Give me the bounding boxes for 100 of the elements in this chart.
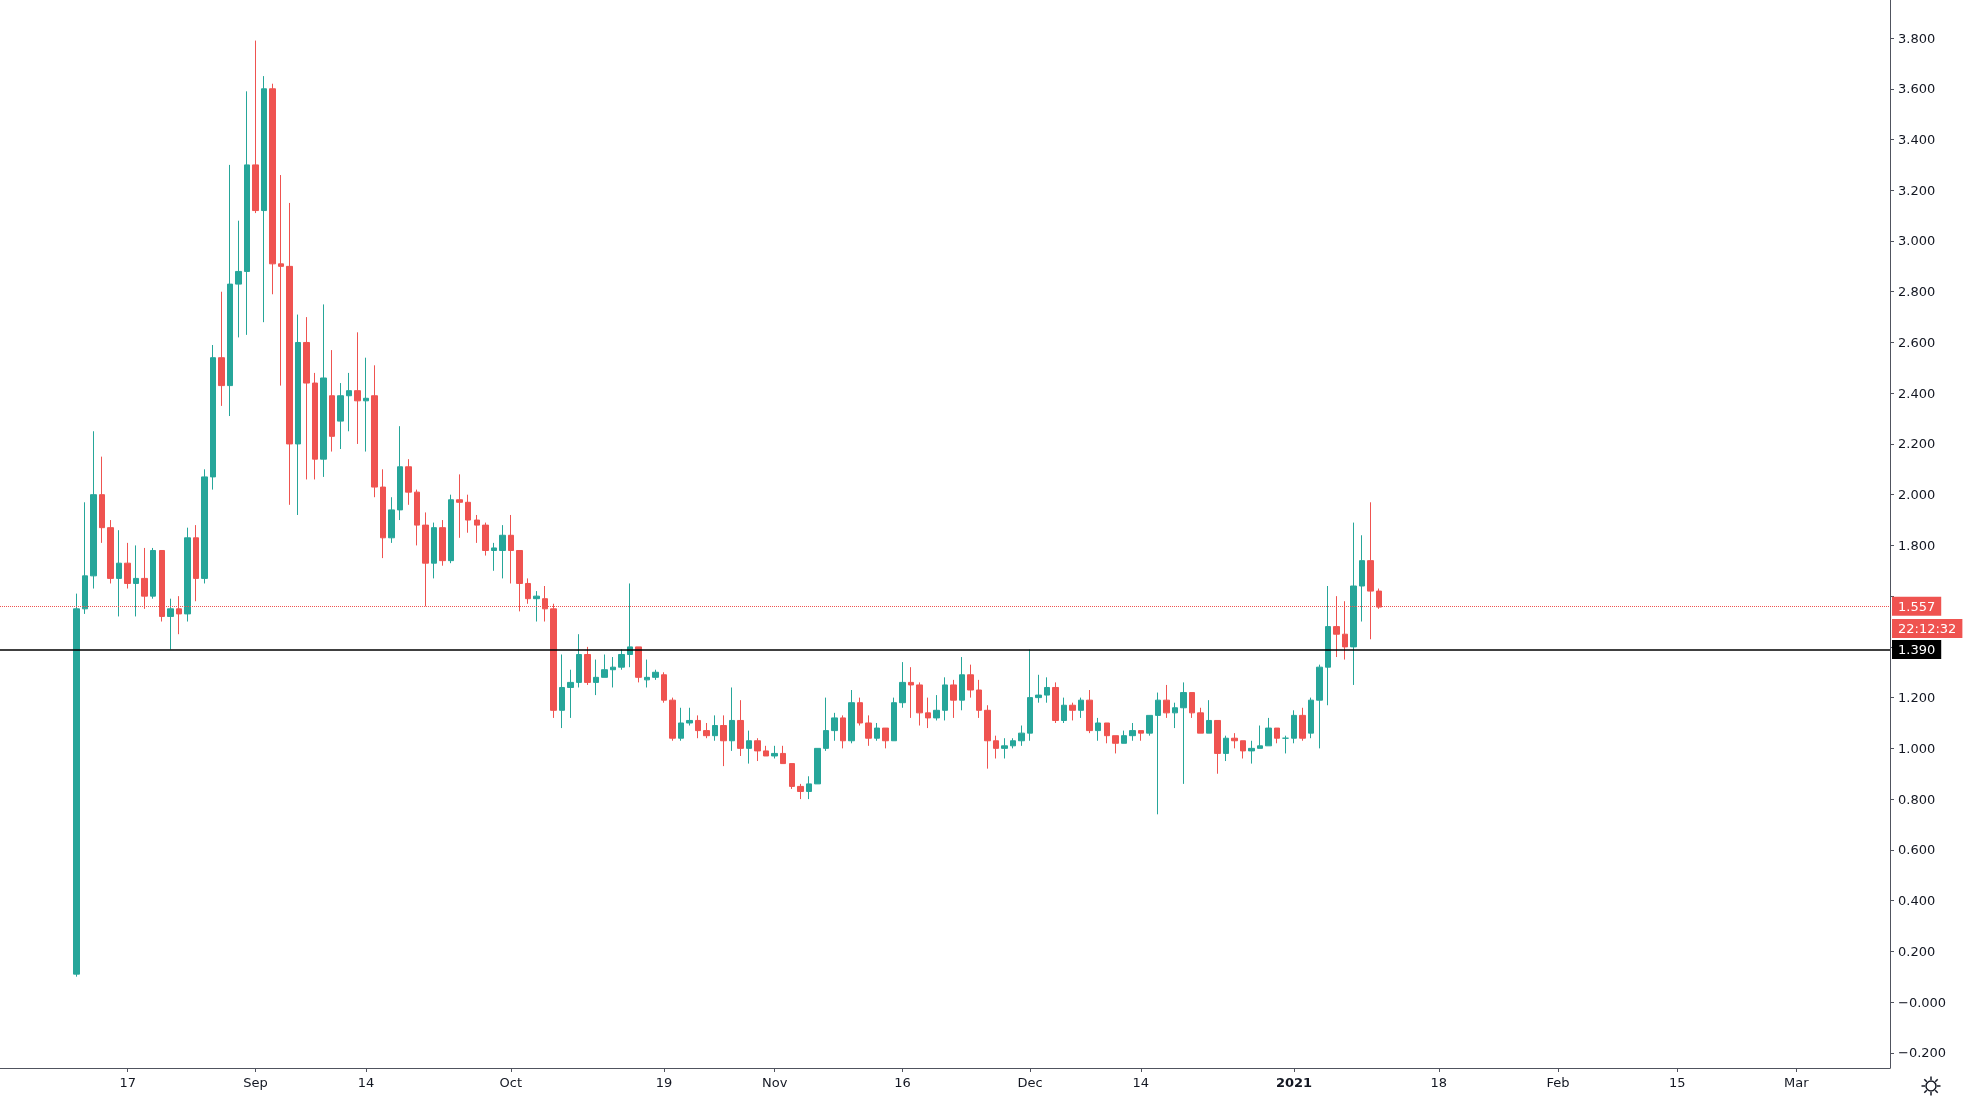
candlestick [439,519,446,567]
candlestick [329,349,335,453]
x-tick-label: 19 [655,1075,673,1090]
candlestick [1155,692,1161,815]
candlestick [831,712,838,742]
candlestick [933,694,940,721]
candlestick [312,372,318,480]
candlestick [474,514,480,544]
candlestick [303,316,310,480]
candlestick [1248,740,1255,765]
candlestick [559,654,565,729]
y-tick-label: 0.200 [1898,943,1936,959]
candlestick [806,775,812,800]
x-tick-label: Nov [762,1075,788,1090]
candlestick [644,659,650,688]
candlestick [261,75,267,323]
candlestick [133,544,139,617]
candlestick [1206,699,1212,734]
candlestick [1078,697,1084,719]
candlestick [814,747,821,785]
candlestick [1061,697,1067,724]
candlestick [346,372,352,432]
x-tick-label: Feb [1546,1075,1570,1090]
candlestick [1282,735,1289,754]
candlestick [1018,725,1025,747]
candlestick [1146,714,1153,737]
candlestick [388,496,395,544]
candlestick [90,430,97,590]
candlestick [107,519,114,584]
candlestick [908,666,914,719]
candlestick [1138,730,1144,742]
candlestick [848,689,855,744]
candlestick [1240,740,1246,760]
candlestick [525,577,531,605]
candlestick [218,291,225,407]
candlestick [661,671,667,704]
candlestick [99,456,105,544]
candlestick [1163,684,1170,719]
candlestick [942,676,948,721]
candlestick [797,783,804,800]
candlestick [865,714,872,747]
candlestick [508,514,514,584]
y-tick-label: 0.800 [1898,791,1936,807]
candlestick [1223,735,1229,762]
x-tick-label: 14 [1132,1075,1150,1090]
candlestick [244,90,250,336]
candlestick [1189,692,1195,719]
candlestick [891,697,897,742]
x-tick-label: Mar [1784,1075,1810,1090]
candlestick [448,494,454,564]
candlestick [695,714,701,739]
candlestick [380,468,386,559]
candlestick [1350,522,1357,686]
candlestick [422,511,429,607]
candlestick [746,730,752,765]
candlestick [916,681,923,727]
candlestick [1265,717,1272,747]
candlestick [584,646,591,686]
candlestick [124,542,131,590]
candlestick [499,524,506,579]
y-tick-label: 2.800 [1898,284,1936,300]
candlestick [278,174,284,387]
candlestick [1308,697,1314,739]
y-tick-label: 3.400 [1898,132,1936,148]
candlestick [967,664,974,699]
candlestick [1172,702,1178,729]
candlestick [405,458,412,506]
candlestick [184,527,191,623]
candlestick [363,357,369,453]
candlestick [1001,737,1008,760]
candlestick [371,364,378,498]
candlestick [201,468,208,584]
candlestick [1316,664,1323,749]
candlestick [354,331,361,445]
candlestick [593,659,599,696]
candlestick [491,542,497,572]
y-tick-label: 2.600 [1898,334,1936,350]
candlestick [1121,730,1127,744]
candlestick [431,522,437,579]
y-tick-label: −0.200 [1898,1045,1947,1061]
candlestick [840,714,846,749]
candlestick [193,524,199,602]
candlestick [1291,709,1297,744]
x-tick-label: 2021 [1275,1075,1313,1090]
candlestick [950,679,957,719]
candlestick [252,40,259,214]
candlestick [754,737,761,762]
candlestick [465,494,471,534]
candlestick [1069,702,1076,721]
candlestick [780,745,786,765]
candlestick [712,714,718,742]
ref-line-label: 1.390 [1898,641,1936,657]
candlestick [703,722,710,739]
candlestick [1214,719,1221,775]
y-tick-label: 0.400 [1898,893,1936,909]
candlestick [669,697,676,742]
candlestick [789,763,795,790]
candlestick [1086,689,1093,734]
candlestick [116,529,122,617]
candlestick [610,656,616,688]
